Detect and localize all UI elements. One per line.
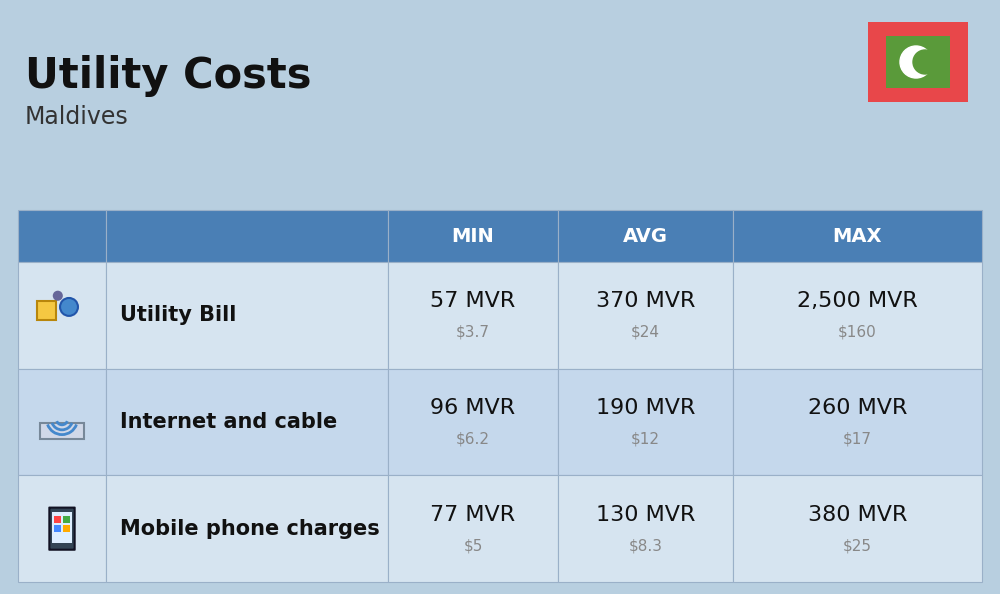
Circle shape bbox=[60, 298, 78, 316]
Text: Utility Bill: Utility Bill bbox=[120, 305, 236, 326]
Text: 57 MVR: 57 MVR bbox=[430, 291, 516, 311]
Text: 2,500 MVR: 2,500 MVR bbox=[797, 291, 918, 311]
Text: MIN: MIN bbox=[452, 226, 494, 245]
Text: $24: $24 bbox=[631, 325, 660, 340]
Bar bbox=[54, 516, 61, 523]
Text: $3.7: $3.7 bbox=[456, 325, 490, 340]
Text: AVG: AVG bbox=[623, 226, 668, 245]
Bar bbox=[18, 262, 106, 369]
Bar bbox=[388, 210, 558, 262]
Text: 370 MVR: 370 MVR bbox=[596, 291, 695, 311]
Text: Utility Costs: Utility Costs bbox=[25, 55, 312, 97]
Bar bbox=[868, 22, 968, 102]
Bar bbox=[558, 475, 733, 582]
Bar bbox=[18, 210, 106, 262]
Text: Internet and cable: Internet and cable bbox=[120, 412, 337, 432]
Circle shape bbox=[913, 50, 937, 74]
Text: MAX: MAX bbox=[833, 226, 882, 245]
Bar bbox=[106, 262, 388, 369]
Bar bbox=[18, 369, 106, 475]
Text: $8.3: $8.3 bbox=[629, 538, 662, 553]
Text: Mobile phone charges: Mobile phone charges bbox=[120, 519, 380, 539]
Bar bbox=[388, 475, 558, 582]
Bar bbox=[37, 301, 56, 320]
Bar bbox=[733, 475, 982, 582]
Bar bbox=[886, 36, 950, 88]
Bar bbox=[63, 516, 70, 523]
Text: $5: $5 bbox=[463, 538, 483, 553]
Bar bbox=[388, 369, 558, 475]
Circle shape bbox=[900, 46, 932, 78]
Bar bbox=[106, 210, 388, 262]
Text: 77 MVR: 77 MVR bbox=[430, 505, 516, 525]
Bar bbox=[558, 262, 733, 369]
Bar bbox=[54, 525, 61, 532]
Bar bbox=[18, 475, 106, 582]
Text: $25: $25 bbox=[843, 538, 872, 553]
Bar bbox=[40, 424, 84, 439]
Text: Maldives: Maldives bbox=[25, 105, 129, 129]
Text: $17: $17 bbox=[843, 431, 872, 447]
Bar bbox=[63, 525, 70, 532]
Circle shape bbox=[53, 290, 63, 301]
Bar bbox=[388, 262, 558, 369]
Text: 380 MVR: 380 MVR bbox=[808, 505, 907, 525]
Bar bbox=[106, 369, 388, 475]
FancyBboxPatch shape bbox=[49, 508, 75, 549]
Text: $12: $12 bbox=[631, 431, 660, 447]
Text: 260 MVR: 260 MVR bbox=[808, 398, 907, 418]
Text: 96 MVR: 96 MVR bbox=[430, 398, 516, 418]
Text: 130 MVR: 130 MVR bbox=[596, 505, 695, 525]
Bar bbox=[733, 262, 982, 369]
Text: $6.2: $6.2 bbox=[456, 431, 490, 447]
Bar bbox=[558, 210, 733, 262]
Bar bbox=[733, 369, 982, 475]
Bar bbox=[52, 512, 72, 543]
Bar bbox=[106, 475, 388, 582]
Text: $160: $160 bbox=[838, 325, 877, 340]
Bar bbox=[733, 210, 982, 262]
Text: 190 MVR: 190 MVR bbox=[596, 398, 695, 418]
Bar bbox=[558, 369, 733, 475]
